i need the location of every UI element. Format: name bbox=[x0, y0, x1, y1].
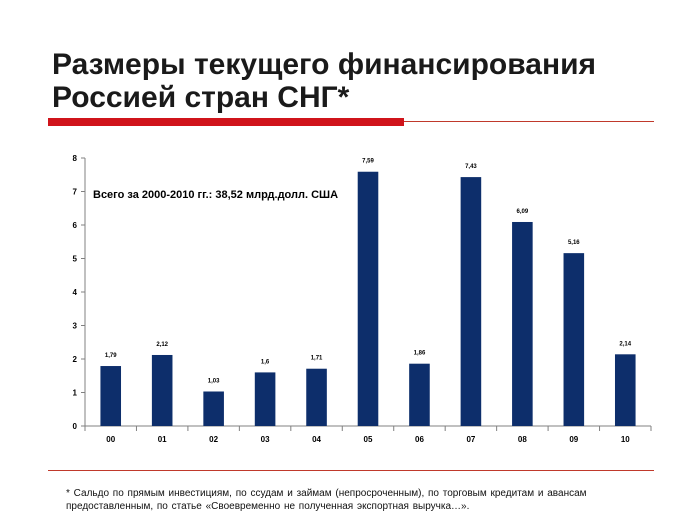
bar-01 bbox=[151, 354, 173, 426]
slide-title: Размеры текущего финансирования Россией … bbox=[52, 48, 597, 114]
bar-02 bbox=[203, 391, 224, 426]
y-tick-label: 5 bbox=[73, 255, 78, 264]
y-tick-label: 2 bbox=[73, 355, 78, 364]
y-tick-label: 3 bbox=[73, 322, 78, 331]
data-label-00: 1,79 bbox=[105, 353, 117, 359]
bar-00 bbox=[100, 366, 122, 426]
data-label-05: 7,59 bbox=[362, 159, 374, 165]
data-label-09: 5,16 bbox=[568, 240, 580, 246]
data-label-07: 7,43 bbox=[465, 164, 477, 170]
x-tick-label: 02 bbox=[209, 435, 218, 444]
bar-10 bbox=[614, 354, 636, 426]
x-tick-label: 06 bbox=[415, 435, 424, 444]
data-label-06: 1,86 bbox=[414, 351, 426, 357]
data-label-01: 2,12 bbox=[156, 342, 168, 348]
data-label-02: 1,03 bbox=[208, 378, 220, 384]
x-tick-label: 05 bbox=[364, 435, 373, 444]
data-label-04: 1,71 bbox=[311, 356, 323, 362]
chart-background bbox=[48, 150, 660, 450]
data-label-08: 6,09 bbox=[517, 209, 529, 215]
bar-07 bbox=[460, 177, 482, 426]
bar-05 bbox=[357, 171, 379, 426]
y-tick-label: 1 bbox=[73, 389, 78, 398]
y-tick-label: 0 bbox=[73, 422, 78, 431]
x-tick-label: 03 bbox=[261, 435, 270, 444]
data-label-03: 1,6 bbox=[261, 359, 270, 365]
x-tick-label: 01 bbox=[158, 435, 167, 444]
x-tick-label: 10 bbox=[621, 435, 630, 444]
x-tick-label: 07 bbox=[466, 435, 475, 444]
chart-annotation: Всего за 2000-2010 гг.: 38,52 млрд.долл.… bbox=[93, 189, 338, 201]
bar-06 bbox=[409, 363, 430, 426]
footnote: * Сальдо по прямым инвестициям, по ссуда… bbox=[66, 488, 587, 512]
data-label-10: 2,14 bbox=[619, 341, 631, 347]
bars bbox=[100, 171, 636, 426]
x-tick-label: 00 bbox=[106, 435, 115, 444]
bar-chart: 0 1 2 3 4 5 6 7 8 00 01 02 03 04 05 06 07 08 09 10 1,79 2,12… bbox=[48, 150, 660, 450]
bar-03 bbox=[254, 372, 276, 426]
footer-divider bbox=[48, 470, 654, 471]
data-labels: 1,79 2,12 1,03 1,6 1,71 7,59 1,86 7,43 6,09 5,16 2… bbox=[105, 159, 632, 385]
y-tick-label: 7 bbox=[73, 188, 78, 197]
x-tick-label: 08 bbox=[518, 435, 527, 444]
y-tick-label: 4 bbox=[73, 288, 78, 297]
title-accent-bar bbox=[48, 118, 404, 126]
y-tick-label: 6 bbox=[73, 221, 78, 230]
x-tick-label: 04 bbox=[312, 435, 321, 444]
x-tick-label: 09 bbox=[569, 435, 578, 444]
bar-09 bbox=[563, 253, 585, 426]
bar-08 bbox=[512, 221, 533, 426]
bar-04 bbox=[306, 368, 327, 426]
y-tick-label: 8 bbox=[73, 154, 78, 163]
